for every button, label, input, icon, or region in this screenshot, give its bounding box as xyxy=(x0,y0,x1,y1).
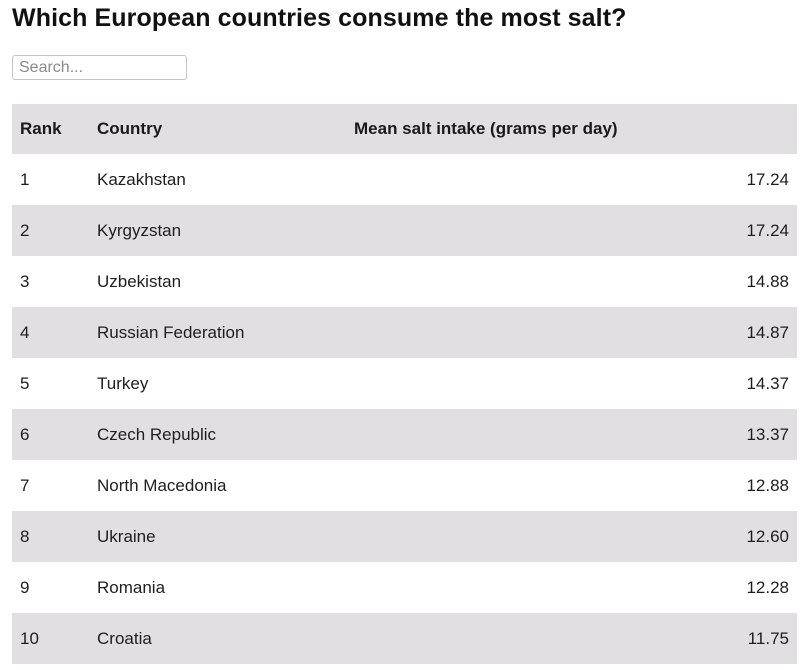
cell-rank: 8 xyxy=(20,526,30,546)
cell-rank: 5 xyxy=(20,373,30,393)
cell-country: Kazakhstan xyxy=(97,169,186,189)
cell-salt-intake: 11.75 xyxy=(747,628,789,648)
table-row: 7 North Macedonia 12.88 xyxy=(12,460,797,511)
cell-country: Uzbekistan xyxy=(97,271,182,291)
cell-salt-intake: 17.24 xyxy=(746,169,789,189)
cell-salt-intake: 17.24 xyxy=(746,220,789,240)
cell-rank: 9 xyxy=(20,577,30,597)
cell-country: Russian Federation xyxy=(97,322,245,342)
cell-country: Romania xyxy=(97,577,166,597)
cell-country: Turkey xyxy=(97,373,149,393)
cell-country: Kyrgyzstan xyxy=(97,220,182,240)
table-row: 1 Kazakhstan 17.24 xyxy=(12,154,797,205)
salt-intake-table: Rank Country Mean salt intake (grams per… xyxy=(12,104,797,664)
cell-rank: 1 xyxy=(20,169,30,189)
cell-rank: 10 xyxy=(20,628,39,648)
column-header-country[interactable]: Country xyxy=(97,119,163,138)
table-row: 8 Ukraine 12.60 xyxy=(12,511,797,562)
table-row: 4 Russian Federation 14.87 xyxy=(12,307,797,358)
cell-salt-intake: 12.28 xyxy=(746,577,789,597)
cell-salt-intake: 12.88 xyxy=(746,475,789,495)
search-input[interactable] xyxy=(12,55,187,80)
column-header-rank[interactable]: Rank xyxy=(20,119,62,138)
table-row: 10 Croatia 11.75 xyxy=(12,613,797,664)
cell-country: Ukraine xyxy=(97,526,156,546)
cell-salt-intake: 14.87 xyxy=(746,322,789,342)
cell-salt-intake: 12.60 xyxy=(746,526,789,546)
cell-salt-intake: 14.37 xyxy=(746,373,789,393)
cell-rank: 6 xyxy=(20,424,30,444)
column-header-salt-intake[interactable]: Mean salt intake (grams per day) xyxy=(354,119,618,138)
cell-rank: 3 xyxy=(20,271,30,291)
cell-rank: 7 xyxy=(20,475,30,495)
table-row: 9 Romania 12.28 xyxy=(12,562,797,613)
cell-country: Croatia xyxy=(97,628,152,648)
cell-rank: 4 xyxy=(20,322,30,342)
cell-country: Czech Republic xyxy=(97,424,217,444)
page-title: Which European countries consume the mos… xyxy=(12,4,627,32)
cell-salt-intake: 14.88 xyxy=(746,271,789,291)
table-row: 2 Kyrgyzstan 17.24 xyxy=(12,205,797,256)
cell-rank: 2 xyxy=(20,220,30,240)
table-row: 6 Czech Republic 13.37 xyxy=(12,409,797,460)
table-row: 5 Turkey 14.37 xyxy=(12,358,797,409)
table-row: 3 Uzbekistan 14.88 xyxy=(12,256,797,307)
cell-salt-intake: 13.37 xyxy=(746,424,789,444)
table-header-row: Rank Country Mean salt intake (grams per… xyxy=(12,104,797,154)
cell-country: North Macedonia xyxy=(97,475,227,495)
